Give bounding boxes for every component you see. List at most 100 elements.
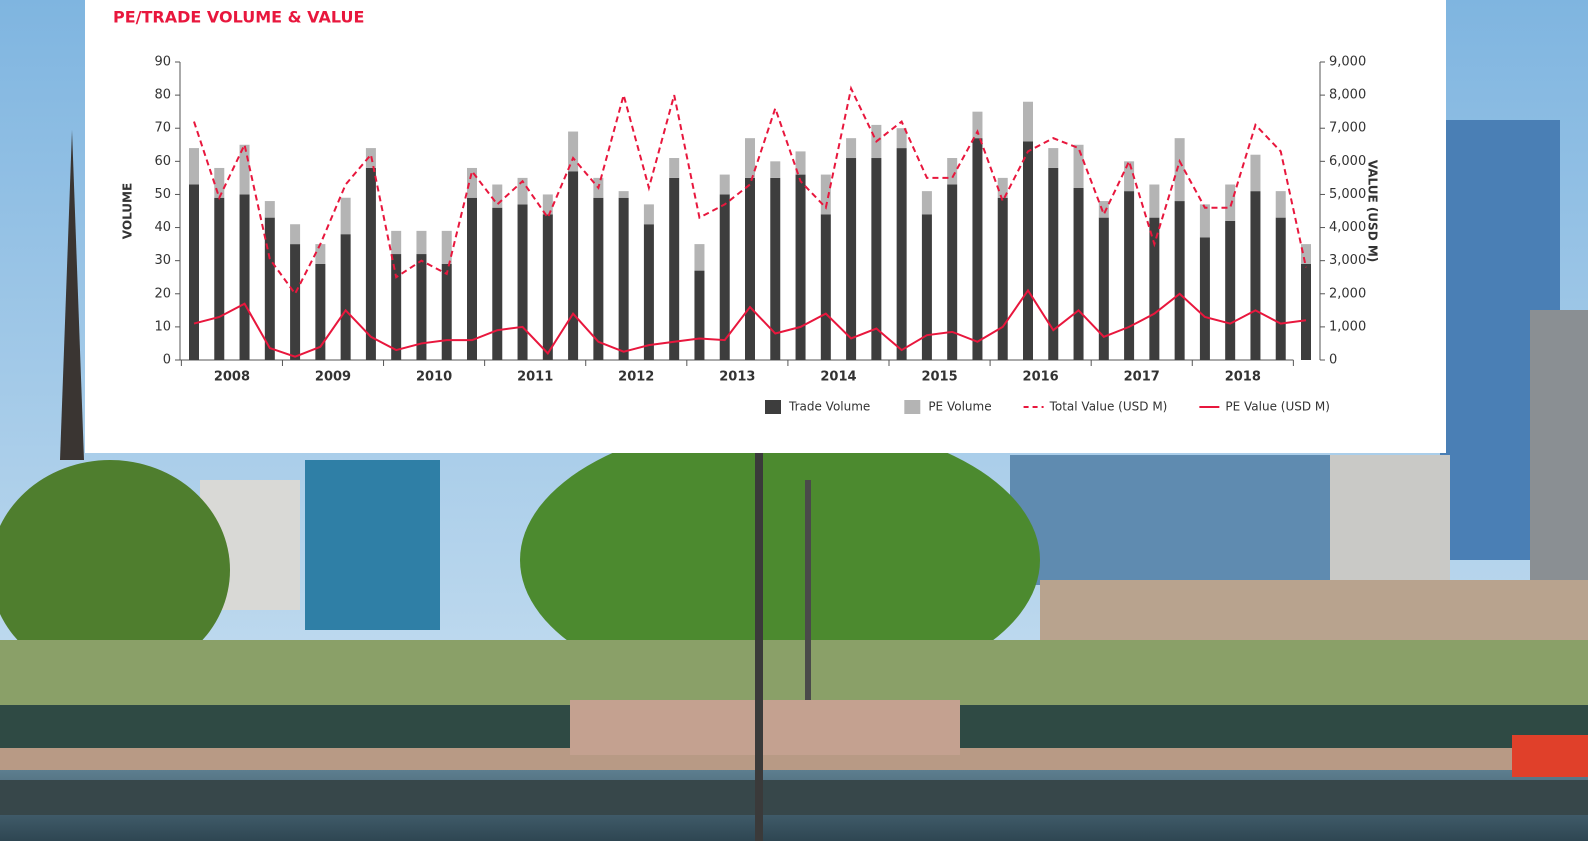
bar-segment (921, 214, 932, 360)
bar-segment (643, 224, 654, 360)
bar-segment (441, 230, 452, 264)
bar-segment (1174, 201, 1185, 360)
x-tick-label: 2013 (719, 370, 755, 385)
y2-tick-label: 5,000 (1329, 187, 1366, 202)
plot: 0 10 20 30 40 50 60 70 80 90 0 1,000 2,000 3,000 4,000… (154, 55, 1366, 414)
bar-segment (1301, 244, 1311, 264)
bar-segment (391, 230, 402, 255)
bar-segment (568, 131, 579, 172)
x-tick-label: 2009 (315, 370, 351, 385)
legend-label: PE Volume (928, 400, 991, 414)
bar-segment (1225, 184, 1236, 221)
bar-segment (416, 230, 427, 255)
legend-swatch (904, 400, 921, 414)
y-tick-label: 30 (154, 253, 171, 268)
bar-segment (643, 204, 654, 225)
x-tick-label: 2011 (517, 370, 553, 385)
bar-segment (568, 171, 579, 360)
bar-segment (391, 254, 402, 360)
y-tick-label: 90 (154, 55, 171, 70)
bar-segment (1073, 144, 1084, 188)
bar-segment (315, 244, 326, 264)
bar-segment (1048, 148, 1059, 168)
bar-segment (1250, 191, 1261, 360)
bar-segment (214, 167, 225, 198)
bar-segment (214, 197, 225, 360)
bar-segment (896, 148, 907, 360)
y-tick-label: 70 (154, 121, 171, 136)
bar-segment (1275, 191, 1286, 218)
bar-segment (795, 151, 806, 175)
bar-segment (189, 184, 199, 360)
y2-tick-label: 7,000 (1329, 121, 1366, 136)
bar-segment (947, 158, 958, 185)
bar-segment (820, 214, 831, 360)
bar-segment (770, 177, 781, 360)
bar-segment (1199, 204, 1210, 238)
bar-segment (719, 174, 730, 195)
bar-segment (871, 158, 882, 360)
bar-segment (1023, 101, 1033, 142)
bar-segment (669, 158, 680, 178)
y2-tick-label: 9,000 (1329, 55, 1366, 70)
y2-tick-label: 8,000 (1329, 88, 1366, 103)
bar-segment (745, 177, 755, 360)
bar-segment (972, 138, 983, 360)
line-series (193, 85, 1307, 296)
x-tick-label: 2018 (1225, 370, 1261, 385)
chart-title: PE/TRADE VOLUME & VALUE (113, 8, 364, 27)
bar-segment (1048, 167, 1059, 360)
y2-tick-label: 1,000 (1329, 319, 1366, 334)
bar-segment (997, 177, 1008, 198)
x-tick-label: 2016 (1023, 370, 1059, 385)
bar-segment (239, 194, 250, 360)
bar-segment (290, 224, 301, 245)
bar-segment (1124, 161, 1135, 192)
bar-segment (694, 270, 705, 360)
y2-tick-label: 6,000 (1329, 154, 1366, 169)
bar-segment (467, 197, 477, 360)
bar-segment (1225, 220, 1236, 360)
bar-segment (820, 174, 831, 215)
x-tick-label: 2012 (618, 370, 654, 385)
bar-segment (846, 158, 857, 360)
bar-segment (1098, 217, 1109, 360)
bar-segment (972, 111, 983, 139)
bar-segment (669, 177, 680, 360)
bar-segment (618, 197, 629, 360)
bar-segment (1301, 263, 1311, 360)
bar-segment (694, 244, 705, 271)
y-tick-label: 0 (163, 353, 171, 368)
y-tick-label: 80 (154, 88, 171, 103)
bar-segment (593, 197, 604, 360)
bar-segment (947, 184, 958, 360)
bar-segment (264, 217, 275, 360)
bar-segment (1098, 201, 1109, 218)
bar-segment (1124, 191, 1135, 360)
bar-segment (997, 197, 1008, 360)
bar-segment (542, 194, 553, 215)
y2-tick-label: 3,000 (1329, 253, 1366, 268)
bar-segment (795, 174, 806, 360)
bar-segment (441, 263, 452, 360)
bar-segment (921, 191, 932, 215)
y-tick-label: 40 (154, 220, 171, 235)
bar-segment (1174, 138, 1185, 202)
bar-segment (239, 144, 250, 195)
bar-segment (315, 263, 326, 360)
bar-segment (189, 148, 199, 185)
x-tick-label: 2017 (1124, 370, 1160, 385)
bar-segment (517, 204, 528, 360)
line-series (193, 288, 1307, 358)
x-tick-label: 2014 (820, 370, 856, 385)
bar-segment (264, 201, 275, 218)
bar-segment (1023, 141, 1033, 360)
y-tick-label: 50 (154, 187, 171, 202)
bar-segment (1149, 184, 1160, 218)
bar-segment (745, 138, 755, 178)
y-axis-label: VOLUME (121, 183, 135, 239)
bar-segment (517, 177, 528, 205)
x-tick-label: 2010 (416, 370, 452, 385)
y-tick-label: 60 (154, 154, 171, 169)
